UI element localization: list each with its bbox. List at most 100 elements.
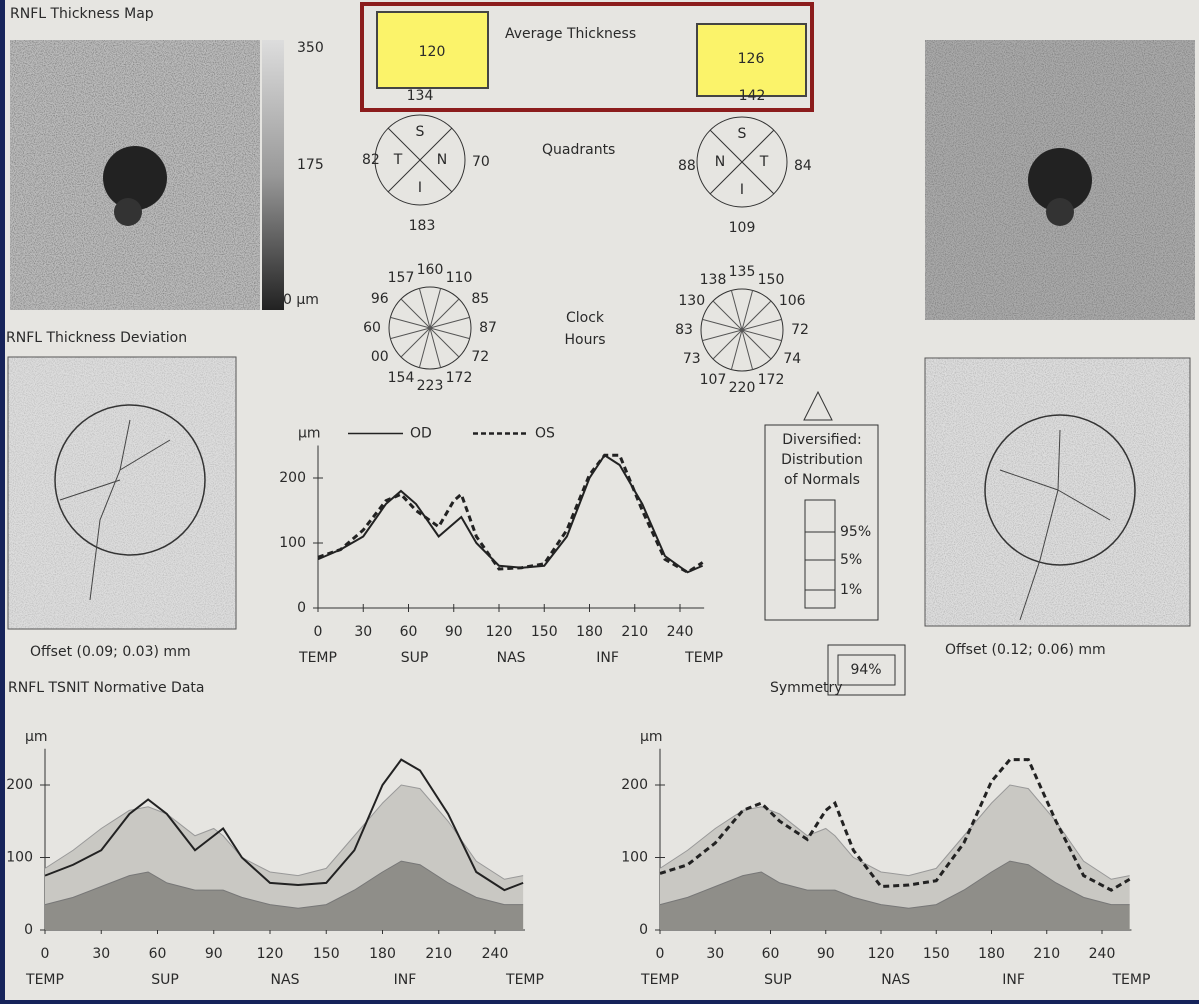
clock-value: 220 [729,380,756,396]
clock-spoke [741,329,782,342]
symmetry-value: 94% [850,662,881,678]
y-tick-label: 100 [6,850,33,866]
x-tick-label: 120 [257,946,284,962]
od-average: 134 [407,88,434,104]
y-tick-label: 200 [6,777,33,793]
clock-spoke [400,327,431,358]
os-thickness-map [925,40,1195,320]
quadrant-letter: I [740,182,744,198]
x-tick-label: 180 [576,624,603,640]
region-label: INF [1002,972,1025,988]
x-tick-label: 210 [425,946,452,962]
offset-label: Offset (0.12; 0.06) mm [945,642,1106,658]
y-tick-label: 0 [639,922,648,938]
quadrant-value: 88 [678,158,696,174]
clock-value: 110 [446,270,473,286]
unit-label: µm [298,426,321,442]
unit-label: µm [25,729,48,745]
os-highlight: 126 [738,51,765,67]
clock-value: 87 [479,320,497,336]
clock-spoke [390,316,431,329]
y-tick-label: 0 [297,600,306,616]
clock-value: 72 [471,349,489,365]
band-lower [44,860,524,909]
x-tick-label: 0 [656,946,665,962]
clock-value: 172 [446,370,473,386]
symmetry-label: Symmetry [770,680,843,696]
clock-spoke [429,327,470,340]
region-label: SUP [151,972,179,988]
clock-spoke [429,327,442,368]
clock-spoke [400,298,431,329]
clock-value: 72 [791,322,809,338]
x-tick-label: 0 [41,946,50,962]
series-line [659,758,1131,892]
legend-label: OD [410,426,432,442]
legend-label: OS [535,426,555,442]
od-deviation-map [7,356,237,630]
clock-value: 74 [783,351,801,367]
clock-spoke [741,329,754,370]
region-label: TEMP [505,972,544,988]
quadrant-letter: I [418,180,422,196]
region-label: NAS [497,650,526,666]
quadrant-letter: T [759,154,769,170]
offset-label: Offset (0.09; 0.03) mm [30,644,191,660]
clock-label: Clock [566,310,605,326]
x-tick-label: 90 [817,946,835,962]
clock-value: 106 [779,293,806,309]
unit-label: µm [640,729,663,745]
quadrant-value: 70 [472,154,490,170]
y-tick-label: 100 [621,850,648,866]
band-fill [660,861,1130,930]
clock-spoke [418,327,431,368]
os-deviation-map [924,357,1191,627]
clock-value: 135 [729,264,756,280]
clock-spoke [418,288,431,329]
clock-circle [700,288,784,372]
y-tick-label: 100 [279,535,306,551]
clock-spoke [429,316,470,329]
x-tick-label: 90 [205,946,223,962]
clock-value: 00 [371,349,389,365]
region-label: NAS [271,972,300,988]
clock-value: 73 [683,351,701,367]
x-tick-label: 90 [445,624,463,640]
region-label: TEMP [25,972,64,988]
clock-spoke [702,329,743,342]
region-label: TEMP [640,972,679,988]
clock-value: 85 [471,291,489,307]
level-label: 1% [840,582,862,598]
diversified-title: of Normals [784,472,860,488]
highlight-frame [360,2,814,112]
x-tick-label: 180 [978,946,1005,962]
series-line [317,453,704,575]
x-tick-label: 60 [762,946,780,962]
x-tick-label: 180 [369,946,396,962]
clock-circle [388,286,472,370]
x-tick-label: 30 [354,624,372,640]
quadrant-letter: S [738,126,747,142]
scale-label: 0 µm [283,292,319,308]
clock-value: 130 [678,293,705,309]
x-tick-label: 150 [313,946,340,962]
scale-label: 350 [297,40,324,56]
series-line [44,758,524,892]
level-label: 95% [840,524,871,540]
level-label: 5% [840,552,862,568]
clock-value: 138 [700,272,727,288]
clock-spoke [429,288,442,329]
quadrant-value: 183 [409,218,436,234]
clock-value: 83 [675,322,693,338]
x-tick-label: 240 [667,624,694,640]
x-tick-label: 240 [482,946,509,962]
x-tick-label: 120 [486,624,513,640]
clock-value: 96 [371,291,389,307]
average-label: Average Thickness [505,26,636,42]
x-tick-label: 60 [400,624,418,640]
clock-value: 172 [758,372,785,388]
map-title: RNFL Thickness Map [10,6,154,22]
clock-spoke [702,318,743,331]
